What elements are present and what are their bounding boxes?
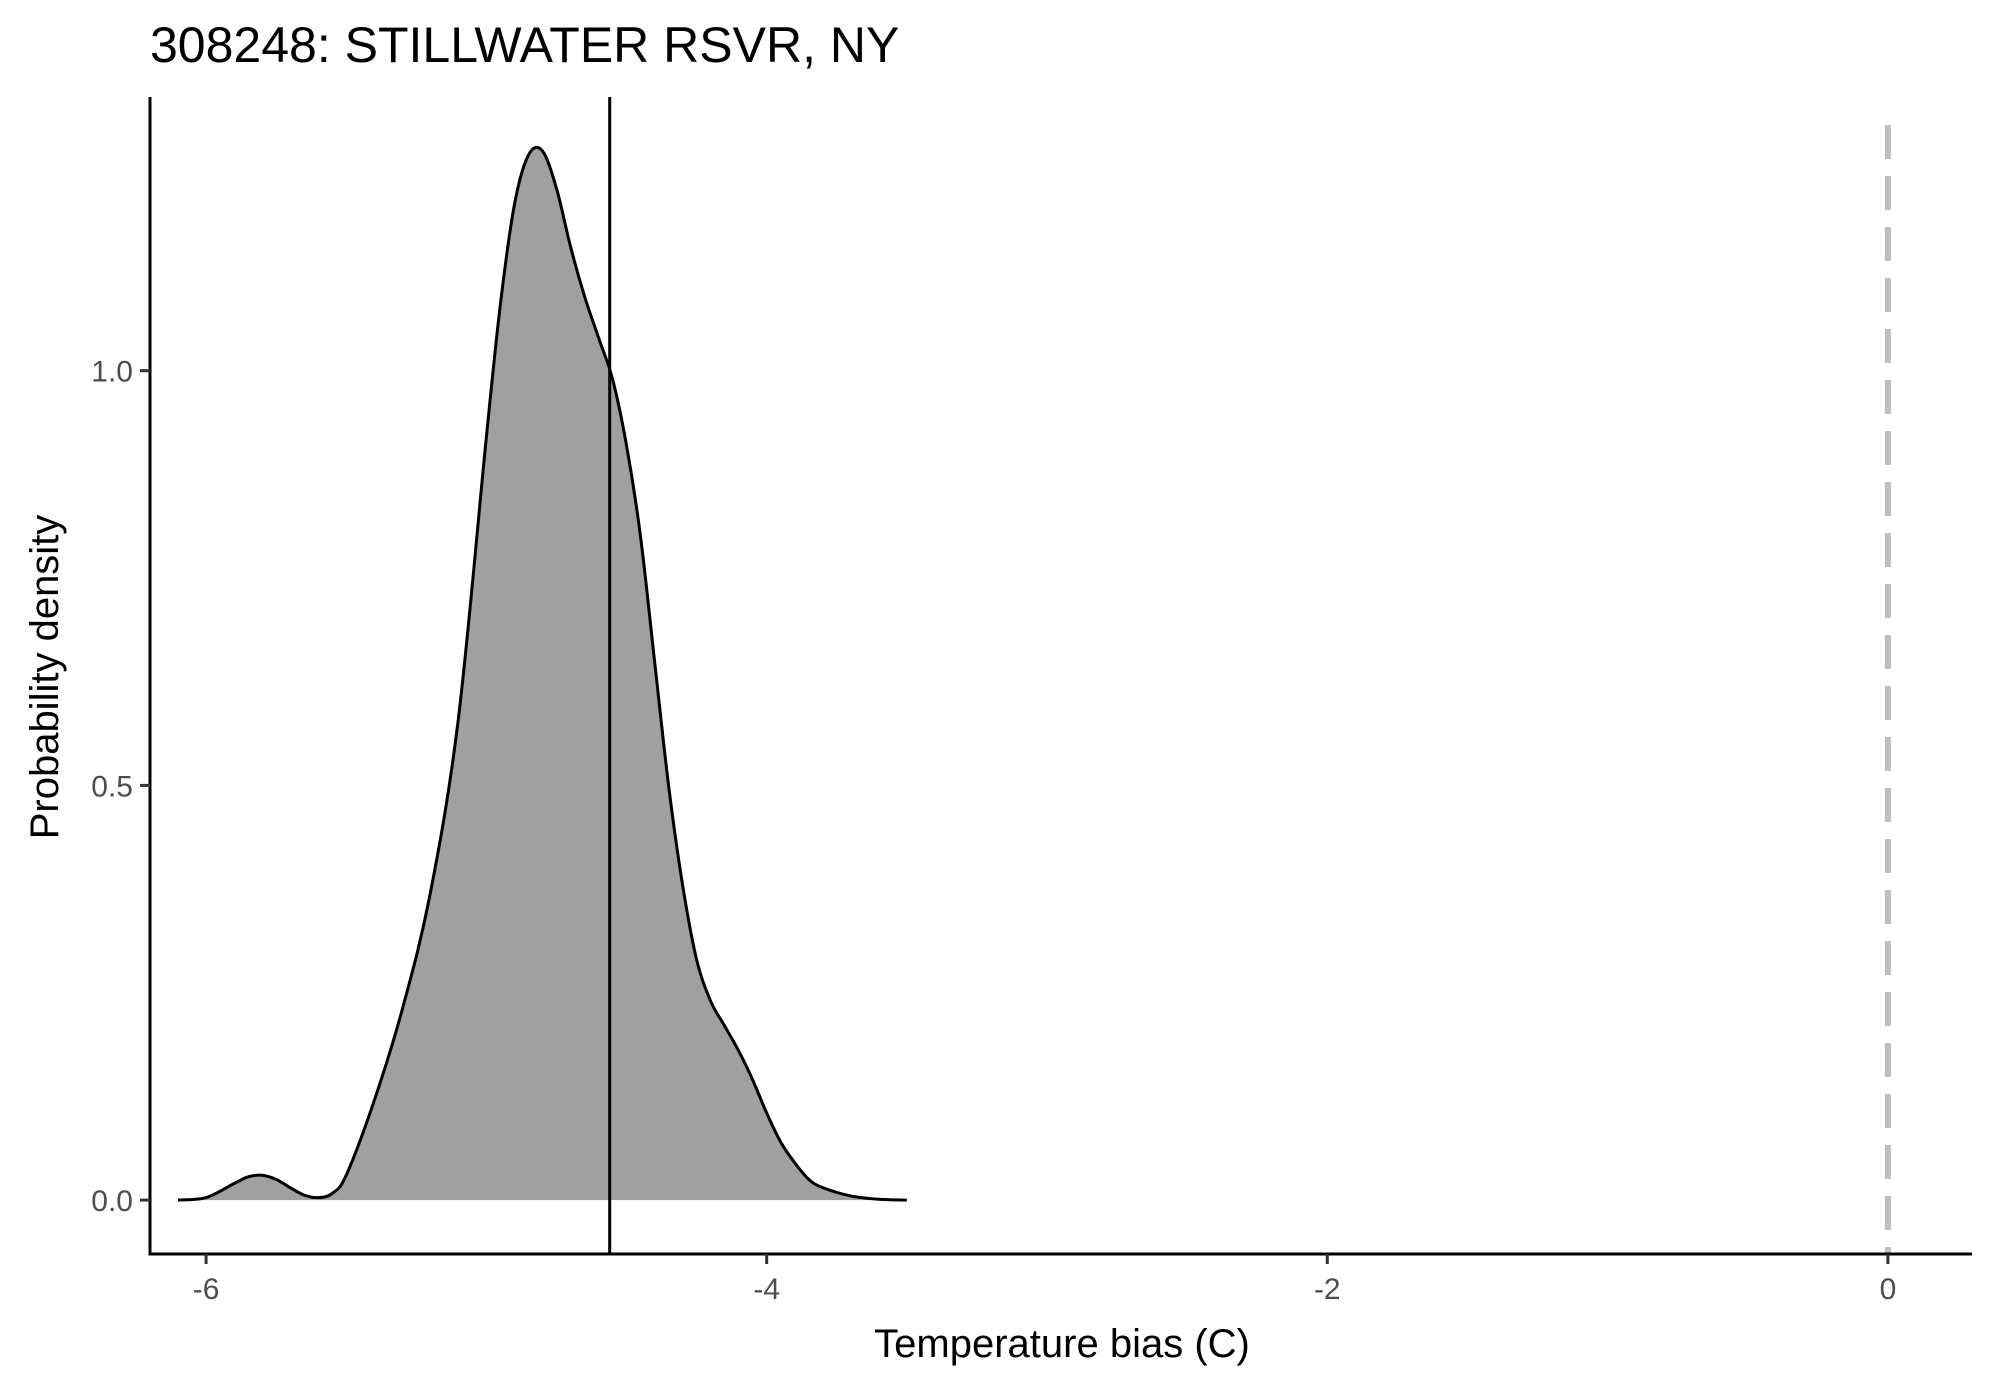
x-tick-label: -4: [753, 1273, 780, 1306]
x-tick-label: 0: [1880, 1273, 1897, 1306]
y-axis-title: Probability density: [23, 515, 67, 840]
chart-title: 308248: STILLWATER RSVR, NY: [150, 17, 899, 73]
x-axis-title: Temperature bias (C): [874, 1322, 1250, 1366]
y-tick-label: 1.0: [91, 356, 133, 389]
x-axis-ticks: -6 -4 -2 0: [193, 1254, 1897, 1306]
y-tick-label: 0.0: [91, 1185, 133, 1218]
y-tick-label: 0.5: [91, 770, 133, 803]
y-axis-ticks: 0.0 0.5 1.0: [91, 356, 150, 1218]
x-tick-label: -6: [193, 1273, 220, 1306]
density-curve: [177, 145, 907, 1202]
density-area: [178, 147, 907, 1201]
plot-area: [177, 97, 1891, 1254]
x-tick-label: -2: [1314, 1273, 1341, 1306]
